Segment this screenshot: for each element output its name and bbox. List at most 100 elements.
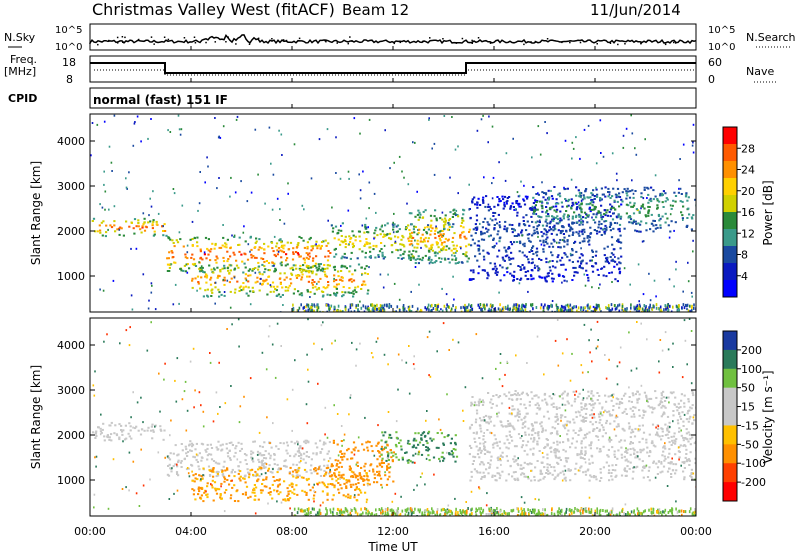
nsky-dot [324, 40, 326, 42]
data-cell [251, 269, 254, 272]
data-cell [168, 463, 171, 466]
data-cell [489, 262, 492, 265]
data-cell [670, 476, 673, 478]
noise-cell [433, 142, 436, 145]
data-cell [487, 209, 490, 212]
data-cell [231, 486, 234, 489]
data-cell [584, 470, 587, 473]
data-cell [675, 438, 678, 441]
data-cell [307, 456, 311, 458]
data-cell [446, 228, 450, 231]
data-cell [632, 212, 636, 215]
data-cell [348, 480, 351, 483]
ground-scatter-cell [512, 309, 514, 312]
data-cell [298, 451, 301, 454]
data-cell [643, 189, 646, 191]
noise-cell [197, 209, 199, 212]
data-cell [379, 233, 382, 236]
ground-scatter-cell [669, 304, 671, 308]
data-cell [348, 465, 351, 468]
noise-cell [605, 226, 608, 229]
ground-scatter-cell [560, 304, 563, 308]
noise-cell [591, 259, 593, 262]
data-cell [574, 398, 577, 400]
data-cell [543, 393, 546, 396]
data-cell [551, 197, 554, 200]
data-cell [687, 398, 690, 401]
data-cell [243, 453, 247, 455]
data-cell [623, 429, 626, 432]
data-cell [602, 466, 605, 469]
data-cell [207, 238, 210, 241]
data-cell [300, 278, 303, 281]
data-cell [612, 260, 615, 263]
data-cell [278, 483, 281, 486]
data-cell [595, 216, 598, 219]
data-cell [442, 224, 446, 227]
data-cell [511, 224, 514, 226]
data-cell [312, 264, 315, 267]
date-title: 11/Jun/2014 [590, 1, 681, 19]
data-cell [172, 452, 175, 455]
data-cell [448, 453, 451, 456]
nsky-dot [271, 38, 273, 40]
data-cell [436, 432, 439, 434]
data-cell [590, 442, 593, 445]
data-cell [532, 452, 535, 455]
data-cell [563, 390, 566, 393]
ground-scatter-cell [482, 303, 484, 307]
data-cell [281, 294, 284, 296]
data-cell [546, 444, 549, 447]
noise-cell [579, 193, 581, 196]
data-cell [575, 415, 578, 418]
data-cell [306, 270, 309, 273]
data-cell [667, 224, 670, 227]
noise-cell [254, 271, 257, 274]
data-cell [279, 238, 282, 241]
data-cell [263, 467, 266, 469]
data-cell [241, 260, 244, 263]
noise-cell [222, 278, 225, 281]
data-cell [566, 205, 569, 208]
data-cell [617, 228, 620, 231]
noise-cell [653, 279, 656, 282]
noise-cell [226, 279, 229, 282]
noise-cell [130, 416, 132, 419]
data-cell [599, 471, 602, 474]
data-cell [442, 442, 445, 445]
ground-scatter-cell [454, 308, 457, 312]
data-cell [543, 228, 546, 231]
data-cell [284, 499, 287, 502]
data-cell [380, 465, 384, 468]
ground-scatter-cell [445, 309, 448, 312]
data-cell [547, 215, 550, 218]
data-cell [226, 479, 229, 481]
data-cell [359, 240, 362, 243]
data-cell [223, 267, 226, 270]
data-cell [662, 396, 665, 399]
data-cell [235, 259, 238, 262]
data-cell [408, 255, 411, 258]
nsky-dot [193, 36, 196, 38]
data-cell [534, 221, 537, 224]
data-cell [260, 247, 263, 250]
data-cell [210, 453, 213, 456]
data-cell [259, 489, 263, 492]
data-cell [276, 285, 279, 288]
noise-cell [672, 342, 674, 345]
data-cell [392, 224, 395, 227]
data-cell [244, 273, 247, 276]
data-cell [557, 450, 560, 453]
data-cell [347, 496, 350, 499]
data-cell [581, 254, 584, 257]
noise-cell [492, 176, 495, 179]
data-cell [558, 441, 561, 444]
data-cell [362, 480, 365, 482]
data-cell [316, 268, 319, 271]
data-cell [218, 246, 221, 249]
data-cell [503, 195, 507, 198]
data-cell [440, 229, 443, 232]
ground-scatter-cell [438, 310, 441, 312]
data-cell [404, 228, 407, 231]
